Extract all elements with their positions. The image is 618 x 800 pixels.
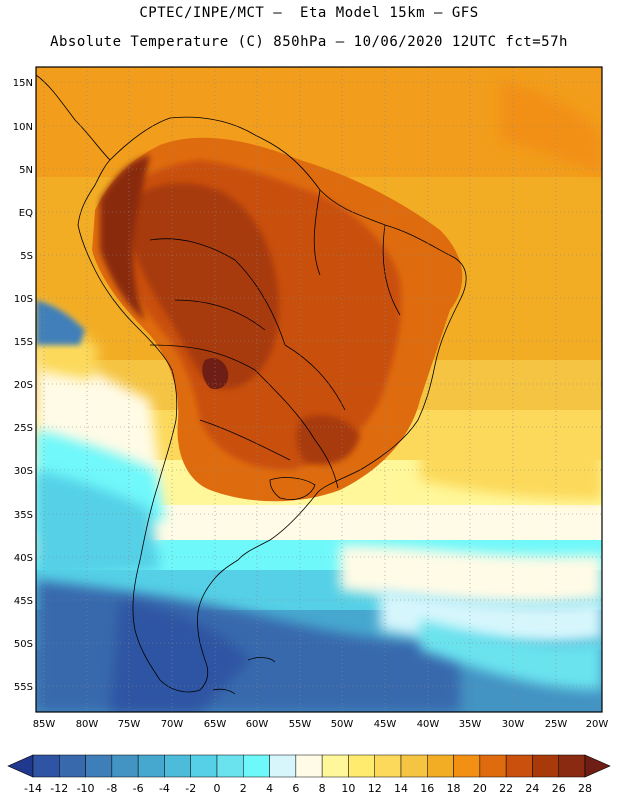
colorbar-label: -14 [24,782,42,795]
colorbar-label: 16 [420,782,434,795]
colorbar-cell [137,754,165,778]
latitude-labels: 15N 10N 5N EQ 5S 10S 15S 20S 25S 30S 35S… [13,78,33,693]
colorbar-cell [243,754,270,778]
lat-label: 45S [14,596,33,607]
lat-label: 10S [14,294,33,305]
colorbar-label: -12 [50,782,68,795]
lon-label: 40W [417,719,440,730]
colorbar-cell [111,754,139,778]
lon-label: 80W [76,719,99,730]
lon-label: 35W [459,719,482,730]
lon-label: 70W [161,719,184,730]
colorbar-cell [427,754,454,778]
lat-label: 50S [14,639,33,650]
lat-label: 20S [14,380,33,391]
colorbar-label: 6 [292,782,299,795]
colorbar-label: 8 [319,782,326,795]
colorbar-label: 20 [473,782,487,795]
colorbar-cell [85,754,113,778]
lon-label: 60W [246,719,269,730]
lon-label: 20W [586,719,609,730]
colorbar: -14 -12 -10 -8 -6 -4 -2 0 2 4 6 8 10 12 14 16 18 20 22 24 26… [7,754,611,795]
colorbar-cell [190,754,218,778]
lat-label: 30S [14,466,33,477]
colorbar-cell [348,754,375,778]
lon-label: 55W [289,719,312,730]
lon-label: 25W [545,719,568,730]
colorbar-min-arrow [7,754,34,778]
lat-label: 5S [20,251,33,262]
lon-label: 50W [331,719,354,730]
colorbar-cell [453,754,481,778]
lat-label: 25S [14,423,33,434]
lat-label: EQ [19,208,33,219]
colorbar-label: -4 [159,782,170,795]
colorbar-cell [479,754,507,778]
colorbar-label: 24 [525,782,539,795]
temperature-field [36,67,602,712]
lon-label: 65W [204,719,227,730]
lat-label: 15S [14,337,33,348]
colorbar-label: -6 [133,782,144,795]
colorbar-cell [269,754,297,778]
colorbar-cell [505,754,533,778]
colorbar-cell [532,754,559,778]
chart-title-line2: Absolute Temperature (C) 850hPa — 10/06/… [50,34,568,50]
colorbar-cell [374,754,402,778]
lat-label: 10N [13,122,33,133]
colorbar-label: 0 [214,782,221,795]
colorbar-label: 12 [368,782,382,795]
colorbar-max-arrow [584,754,611,778]
lat-label: 40S [14,553,33,564]
colorbar-cell [59,754,86,778]
colorbar-cell [321,754,349,778]
colorbar-label: 2 [240,782,247,795]
colorbar-cell [400,754,428,778]
colorbar-label: 22 [499,782,513,795]
longitude-labels: 85W 80W 75W 70W 65W 60W 55W 50W 45W 40W … [33,719,609,730]
lat-label: 15N [13,78,33,89]
lon-label: 30W [502,719,525,730]
colorbar-label: 26 [552,782,566,795]
colorbar-cell [164,754,191,778]
chart-title-line1: CPTEC/INPE/MCT — Eta Model 15km — GFS [139,5,479,21]
lat-label: 55S [14,682,33,693]
colorbar-label: 10 [341,782,355,795]
colorbar-label: 4 [266,782,273,795]
colorbar-cell [558,754,586,778]
coastlines [35,74,467,695]
colorbar-label: 18 [447,782,461,795]
lat-label: 35S [14,510,33,521]
colorbar-label: -8 [106,782,117,795]
colorbar-cell [216,754,244,778]
lon-label: 85W [33,719,56,730]
colorbar-cell [295,754,323,778]
lon-label: 45W [374,719,397,730]
colorbar-label: 28 [578,782,592,795]
colorbar-cell [32,754,60,778]
map-frame [35,66,603,713]
lat-label: 5N [19,165,33,176]
colorbar-label: 14 [394,782,408,795]
colorbar-label: -10 [77,782,95,795]
lon-label: 75W [118,719,141,730]
colorbar-label: -2 [185,782,196,795]
